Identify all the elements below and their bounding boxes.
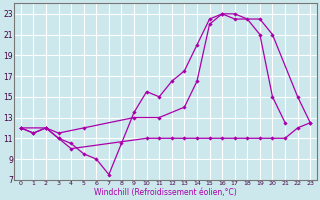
X-axis label: Windchill (Refroidissement éolien,°C): Windchill (Refroidissement éolien,°C) (94, 188, 237, 197)
